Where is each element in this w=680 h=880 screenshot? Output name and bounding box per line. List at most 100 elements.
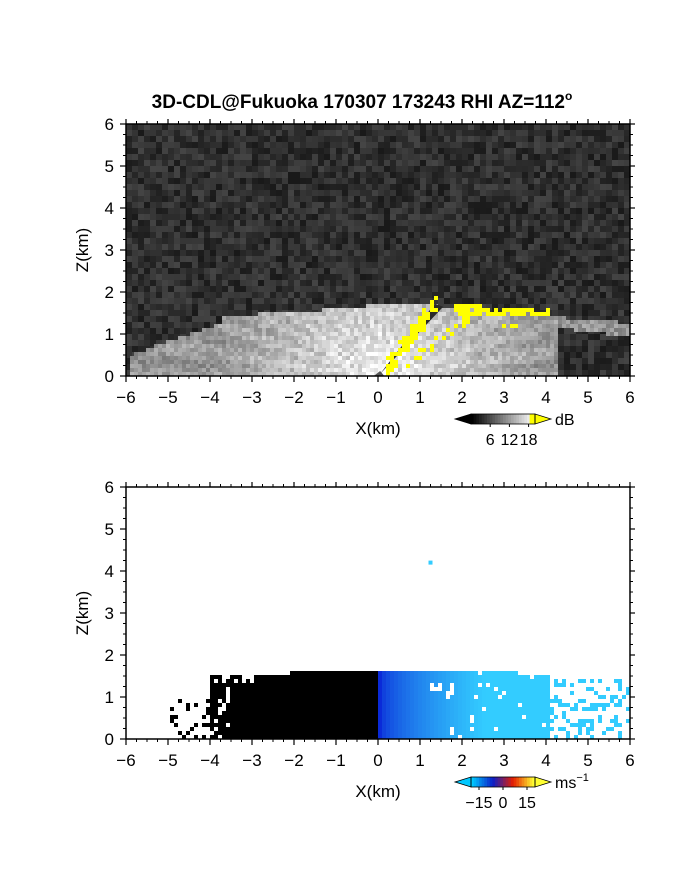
noise-cell xyxy=(204,268,210,274)
noise-cell xyxy=(318,286,324,292)
echo-cell xyxy=(470,364,474,368)
noise-cell xyxy=(432,298,438,304)
noise-cell xyxy=(318,238,324,244)
noise-cell xyxy=(300,262,306,268)
echo-cell xyxy=(494,336,498,340)
noise-cell xyxy=(576,202,582,208)
noise-cell xyxy=(474,250,480,256)
echo-cell xyxy=(278,324,282,328)
noise-cell xyxy=(504,238,510,244)
noise-cell xyxy=(558,364,564,370)
echo-cell xyxy=(394,340,398,344)
noise-cell xyxy=(468,220,474,226)
noise-cell xyxy=(612,124,618,130)
noise-cell xyxy=(210,196,216,202)
echo-cell xyxy=(302,352,306,356)
echo-cell xyxy=(362,344,366,348)
noise-cell xyxy=(264,244,270,250)
noise-cell xyxy=(456,250,462,256)
echo-cell xyxy=(334,344,338,348)
noise-cell xyxy=(324,190,330,196)
noise-cell xyxy=(126,214,132,220)
noise-cell xyxy=(342,238,348,244)
echo-cell xyxy=(146,356,150,360)
noise-cell xyxy=(258,250,264,256)
echo-cell xyxy=(378,360,382,364)
echo-cell xyxy=(206,360,210,364)
echo-cell xyxy=(202,340,206,344)
noise-cell xyxy=(378,142,384,148)
noise-cell xyxy=(582,232,588,238)
echo-cell xyxy=(422,340,426,344)
noise-cell xyxy=(300,238,306,244)
noise-cell xyxy=(612,250,618,256)
echo-cell xyxy=(242,332,246,336)
noise-cell xyxy=(300,220,306,226)
echo-cell xyxy=(350,340,354,344)
noise-cell xyxy=(126,316,132,322)
noise-cell xyxy=(528,238,534,244)
noise-cell xyxy=(360,304,366,310)
echo-cell xyxy=(270,336,274,340)
noise-cell xyxy=(210,232,216,238)
echo-cell xyxy=(226,340,230,344)
noise-cell xyxy=(150,268,156,274)
noise-cell xyxy=(624,130,630,136)
noise-cell xyxy=(300,268,306,274)
noise-cell xyxy=(594,136,600,142)
noise-cell xyxy=(444,190,450,196)
noise-cell xyxy=(336,292,342,298)
echo-cell xyxy=(502,352,506,356)
noise-cell xyxy=(624,358,630,364)
noise-cell xyxy=(360,238,366,244)
echo-cell xyxy=(282,372,286,376)
noise-cell xyxy=(498,196,504,202)
echo-cell xyxy=(374,328,378,332)
noise-cell xyxy=(558,328,564,334)
echo-cell xyxy=(362,364,366,368)
noise-cell xyxy=(282,142,288,148)
echo-cell xyxy=(302,372,306,376)
noise-cell xyxy=(342,130,348,136)
noise-cell xyxy=(306,238,312,244)
noise-cell xyxy=(450,268,456,274)
noise-cell xyxy=(402,262,408,268)
noise-cell xyxy=(600,340,606,346)
echo-cell xyxy=(510,328,514,332)
noise-cell xyxy=(150,130,156,136)
echo-cell xyxy=(230,368,234,372)
noise-cell xyxy=(558,304,564,310)
noise-cell xyxy=(570,178,576,184)
noise-cell xyxy=(612,340,618,346)
noise-cell xyxy=(444,226,450,232)
noise-cell xyxy=(282,208,288,214)
echo-cell xyxy=(350,348,354,352)
noise-cell xyxy=(426,244,432,250)
echo-cell xyxy=(238,356,242,360)
echo-cell xyxy=(218,336,222,340)
noise-cell xyxy=(264,160,270,166)
noise-cell xyxy=(168,202,174,208)
noise-cell xyxy=(564,334,570,340)
echo-cell xyxy=(354,372,358,376)
noise-cell xyxy=(582,304,588,310)
noise-cell xyxy=(300,154,306,160)
noise-cell xyxy=(474,232,480,238)
noise-cell xyxy=(246,130,252,136)
noise-cell xyxy=(450,304,456,310)
noise-cell xyxy=(330,178,336,184)
noise-cell xyxy=(192,226,198,232)
echo-cell xyxy=(314,348,318,352)
echo-cell xyxy=(322,328,326,332)
echo-cell xyxy=(426,336,430,340)
noise-cell xyxy=(426,142,432,148)
noise-cell xyxy=(372,184,378,190)
noise-cell xyxy=(606,154,612,160)
noise-cell xyxy=(438,130,444,136)
noise-cell xyxy=(336,256,342,262)
noise-cell xyxy=(390,220,396,226)
noise-cell xyxy=(240,124,246,130)
echo-cell xyxy=(326,320,330,324)
noise-cell xyxy=(204,178,210,184)
noise-cell xyxy=(198,286,204,292)
